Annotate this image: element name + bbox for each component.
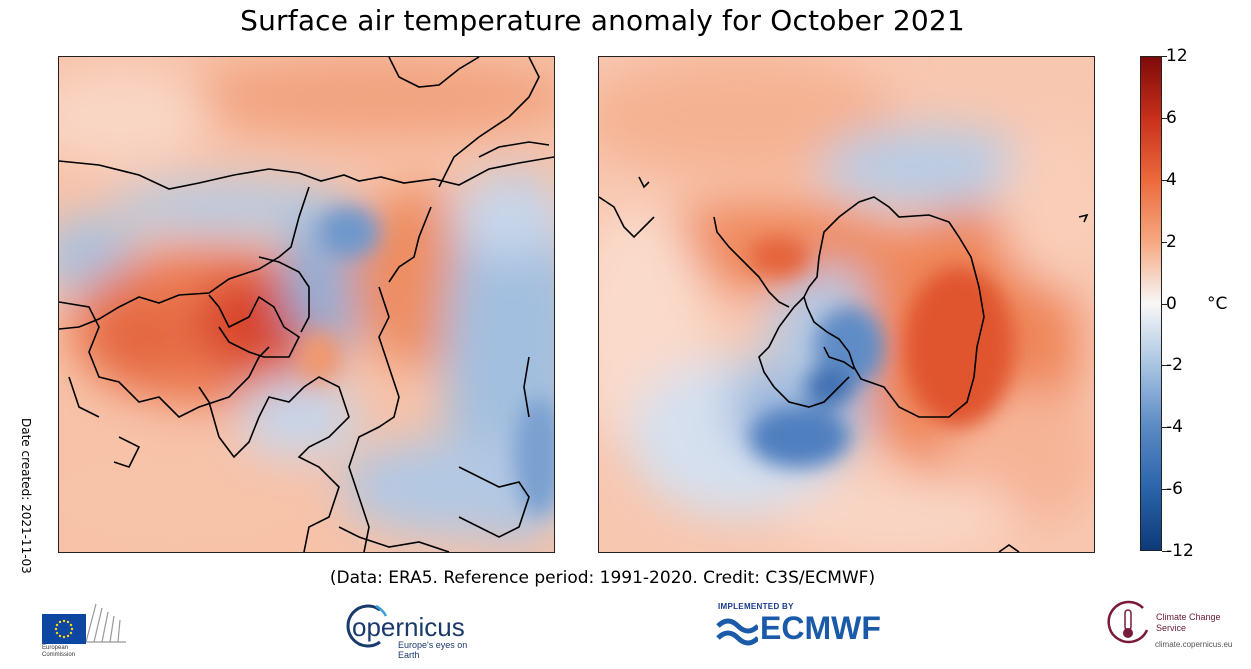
south-coastlines [599,176,1089,552]
colorbar-tick-mark [1162,303,1167,305]
map-south-panel [598,56,1095,553]
implemented-by-label: IMPLEMENTED BY [718,602,794,611]
credit-line: (Data: ERA5. Reference period: 1991-2020… [329,568,876,588]
ec-text-line-2: Commission [42,652,76,658]
copernicus-c-icon [346,604,388,648]
ecmwf-logo: IMPLEMENTED BY ECMWF [716,602,906,654]
colorbar-tick-label: 12 [1166,46,1188,66]
map-north-svg [59,57,554,552]
colorbar-unit: °C [1207,294,1228,314]
map-north-panel [58,56,555,553]
ec-text-line-1: European [42,645,69,651]
thermometer-icon [1107,600,1149,644]
copernicus-wordmark: opernicus [352,612,465,642]
colorbar-tick-mark [1162,551,1167,552]
c3s-url: climate.copernicus.eu [1155,640,1233,649]
colorbar-tick-label: 6 [1166,107,1177,128]
colorbar-tick-label: -2 [1166,355,1183,376]
colorbar-tick-label: -12 [1166,541,1194,561]
colorbar-tick-mark [1162,179,1167,181]
colorbar-tick-label: 0 [1166,293,1177,314]
building-icon [85,602,126,644]
european-commission-logo: European Commission [20,598,128,666]
north-coastlines [59,57,554,552]
colorbar [1140,56,1162,551]
colorbar-tick-mark [1162,241,1167,243]
colorbar-tick-mark [1162,117,1167,119]
eu-flag-icon [42,614,86,644]
copernicus-tagline: Europe's eyes on Earth [398,640,468,660]
ecmwf-wordmark: ECMWF [760,610,881,646]
colorbar-tick-mark [1162,365,1167,367]
c3s-logo: Climate Change Service climate.copernicu… [1105,598,1245,658]
map-south-svg [599,57,1094,552]
c3s-name: Climate Change Service [1156,612,1221,633]
colorbar-tick-label: -6 [1166,479,1183,500]
colorbar-tick-label: -4 [1166,417,1183,438]
ecmwf-wave-icon [716,618,758,646]
colorbar-tick-label: 2 [1166,231,1177,252]
date-created: Date created: 2021-11-03 [19,418,33,574]
colorbar-tick-mark [1162,56,1167,57]
copernicus-logo: opernicus Europe's eyes on Earth [340,598,490,660]
colorbar-tick-mark [1162,427,1167,429]
chart-title: Surface air temperature anomaly for Octo… [240,4,965,37]
colorbar-tick-label: 4 [1166,169,1177,190]
colorbar-tick-mark [1162,489,1167,491]
